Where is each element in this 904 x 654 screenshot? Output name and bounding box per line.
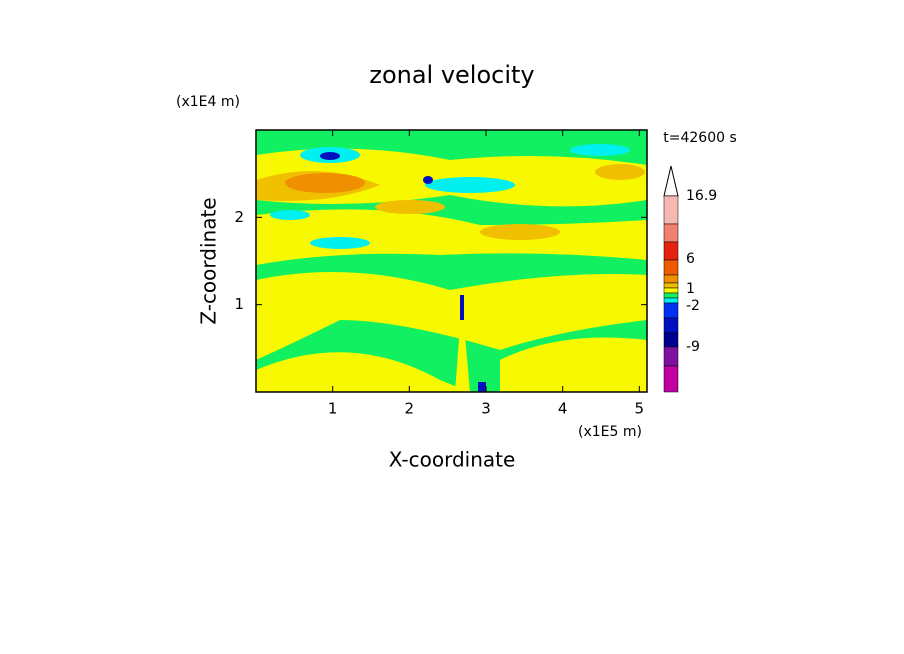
- colorbar-segment: [663, 332, 679, 348]
- x-tick-label: 5: [635, 400, 645, 418]
- x-tick-label: 2: [405, 400, 415, 418]
- colorbar-segment: [663, 292, 679, 299]
- y-tick-label: 2: [234, 208, 244, 226]
- plot-frame: [255, 129, 648, 393]
- annotation: t=42600 s: [663, 130, 737, 146]
- colorbar-segment: [663, 259, 679, 276]
- x-axis-title: X-coordinate: [389, 448, 516, 472]
- colorbar-label: -9: [686, 339, 700, 355]
- colorbar-segment: [663, 241, 679, 261]
- colorbar-segment: [663, 317, 679, 334]
- colorbar-segment: [663, 223, 679, 243]
- x-tick-label: 4: [558, 400, 568, 418]
- y-tick-label: 1: [234, 295, 244, 313]
- x-tick-label: 3: [481, 400, 491, 418]
- y-axis-title: Z-coordinate: [197, 197, 221, 324]
- colorbar-segment: [663, 287, 679, 294]
- chart-title: zonal velocity: [369, 61, 534, 89]
- colorbar-label: -2: [686, 298, 700, 314]
- colorbar-segment: [663, 365, 679, 393]
- colorbar-segment: [663, 282, 679, 289]
- y-unit: (x1E4 m): [176, 94, 240, 110]
- colorbar-segment: [663, 195, 679, 225]
- colorbar-label: 6: [686, 251, 695, 267]
- colorbar-segment: [663, 302, 679, 319]
- colorbar-segment: [663, 346, 679, 367]
- x-unit: (x1E5 m): [578, 424, 642, 440]
- colorbar-label: 1: [686, 281, 695, 297]
- colorbar-label: 16.9: [686, 188, 717, 204]
- colorbar-segment: [663, 297, 679, 304]
- colorbar-arrow: [663, 165, 679, 197]
- contour-field: [256, 130, 647, 392]
- colorbar-segment: [663, 274, 679, 284]
- x-tick-label: 1: [328, 400, 338, 418]
